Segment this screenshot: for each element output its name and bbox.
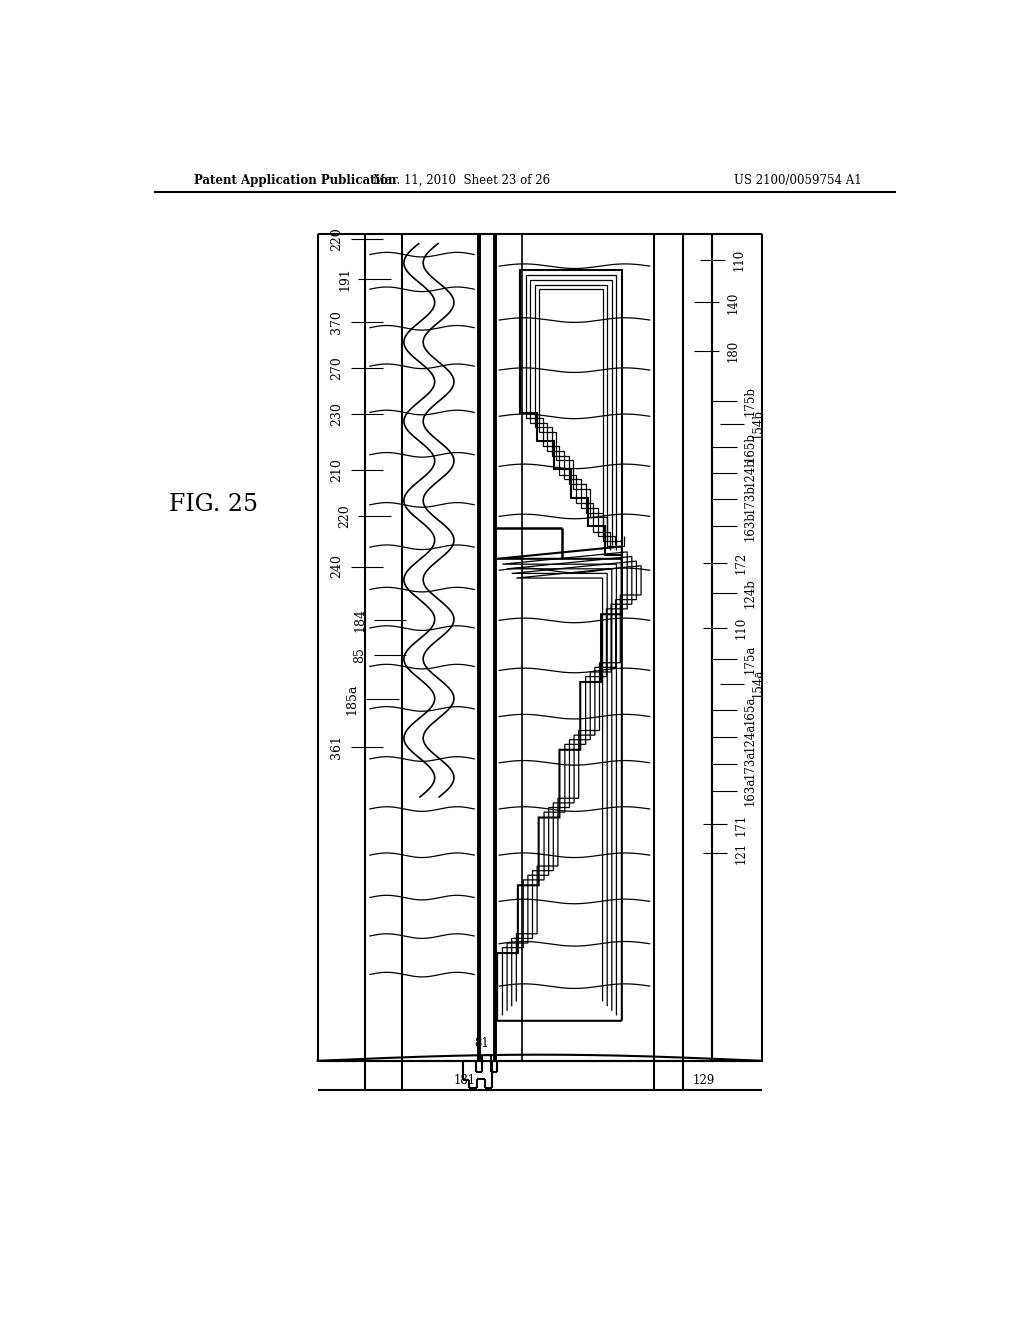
- Text: 180: 180: [726, 339, 739, 362]
- Text: 184: 184: [353, 609, 367, 632]
- Text: 175a: 175a: [743, 644, 757, 673]
- Text: 191: 191: [338, 268, 351, 292]
- Text: 124b: 124b: [743, 578, 757, 609]
- Text: 370: 370: [331, 310, 343, 334]
- Text: 154a: 154a: [752, 669, 765, 698]
- Text: 110: 110: [732, 249, 745, 271]
- Text: 220: 220: [338, 504, 351, 528]
- Text: 124a: 124a: [743, 723, 757, 752]
- Text: 270: 270: [331, 356, 343, 380]
- Text: 154b: 154b: [752, 409, 765, 440]
- Text: 165b: 165b: [743, 432, 757, 462]
- Text: 140: 140: [726, 292, 739, 314]
- Text: 210: 210: [331, 458, 343, 482]
- Text: 163b: 163b: [743, 511, 757, 541]
- Text: 361: 361: [331, 735, 343, 759]
- Text: 173a: 173a: [743, 750, 757, 779]
- Text: 163a: 163a: [743, 776, 757, 807]
- Text: 81: 81: [474, 1038, 489, 1051]
- Text: 121: 121: [734, 842, 748, 865]
- Text: 185a: 185a: [346, 684, 358, 714]
- Text: 165a: 165a: [743, 696, 757, 725]
- Text: US 2100/0059754 A1: US 2100/0059754 A1: [734, 174, 862, 187]
- Text: 173b: 173b: [743, 483, 757, 513]
- Text: 85: 85: [353, 647, 367, 663]
- Text: Mar. 11, 2010  Sheet 23 of 26: Mar. 11, 2010 Sheet 23 of 26: [373, 174, 550, 187]
- Text: 129: 129: [693, 1074, 716, 1088]
- Text: 172: 172: [734, 552, 748, 574]
- Text: 110: 110: [734, 616, 748, 639]
- Text: 175b: 175b: [743, 385, 757, 416]
- Text: 240: 240: [331, 554, 343, 578]
- Text: 124b: 124b: [743, 458, 757, 487]
- Text: 230: 230: [331, 403, 343, 426]
- Text: 181: 181: [454, 1074, 476, 1088]
- Text: Patent Application Publication: Patent Application Publication: [194, 174, 396, 187]
- Text: 171: 171: [734, 813, 748, 836]
- Text: FIG. 25: FIG. 25: [169, 494, 258, 516]
- Text: 220: 220: [331, 227, 343, 251]
